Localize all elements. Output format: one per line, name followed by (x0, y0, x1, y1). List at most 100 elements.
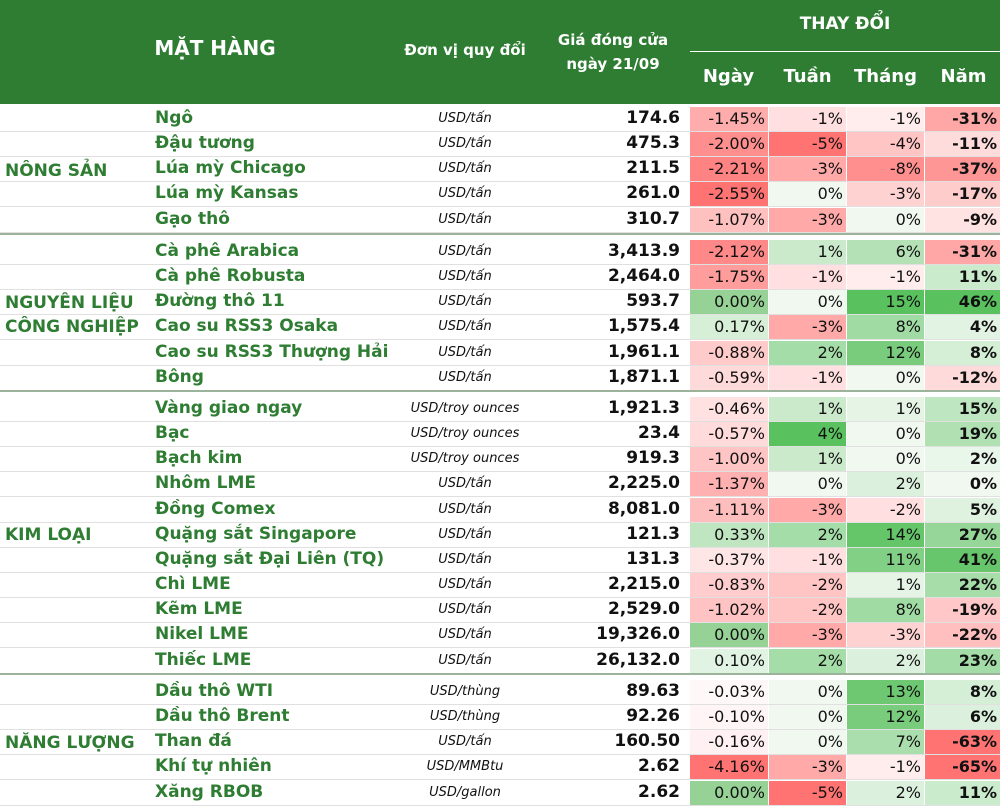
commodity-name: Bạc (155, 423, 190, 444)
table-row: Cà phê Robusta USD/tấn 2,464.0 -1.75% -1% -1%… (0, 265, 1000, 291)
price-cell: 174.6 (626, 108, 680, 128)
table-row: Kẽm LME USD/tấn 2,529.0 -1.02% -2% 8% -19% (0, 598, 1000, 624)
unit-cell: USD/tấn (438, 211, 492, 227)
table-row: Nikel LME USD/tấn 19,326.0 0.00% -3% -3% -22% (0, 623, 1000, 649)
unit-cell: USD/tấn (438, 186, 492, 202)
table-row: Quặng sắt Đại Liên (TQ) USD/tấn 131.3 -0.37… (0, 547, 1000, 573)
change-month-cell: 6% (847, 240, 924, 264)
unit-cell: USD/thùng (429, 709, 501, 725)
change-week-cell: 1% (769, 240, 846, 264)
commodity-name: Cao su RSS3 Thượng Hải (155, 341, 389, 362)
commodity-name: Vàng giao ngay (155, 398, 303, 418)
table-row: Chì LME USD/tấn 2,215.0 -0.83% -2% 1% 22% (0, 573, 1000, 599)
change-year-cell: 8% (925, 680, 1000, 704)
commodity-name: Cao su RSS3 Osaka (155, 316, 339, 337)
change-week-cell: -1% (769, 365, 846, 390)
table-row: Khí tự nhiên USD/MMBtu 2.62 -4.16% -3% -1% -65… (0, 755, 1000, 781)
price-cell: 2,464.0 (607, 266, 680, 287)
commodity-name: Đường thô 11 (155, 291, 285, 312)
change-week-cell: -1% (769, 265, 846, 290)
unit-cell: USD/tấn (438, 602, 492, 618)
change-year-cell: -11% (925, 132, 1000, 157)
change-month-cell: 8% (847, 598, 924, 623)
table-row: Đường thô 11 USD/tấn 593.7 0.00% 0% 15% 46% (0, 290, 1000, 316)
price-cell: 310.7 (626, 208, 680, 229)
change-day-cell: -4.16% (690, 755, 768, 780)
table-row: Dầu thô Brent USD/thùng 92.26 -0.10% 0% 12% 6% (0, 705, 1000, 731)
change-year-cell: 6% (925, 705, 1000, 730)
change-year-cell: -65% (925, 755, 1000, 780)
price-cell: 131.3 (626, 548, 680, 569)
commodity-name: Dầu thô Brent (155, 706, 290, 727)
commodity-name: Quặng sắt Singapore (155, 523, 357, 544)
change-week-cell: 0% (769, 705, 846, 730)
change-year-cell: 11% (925, 265, 1000, 290)
commodity-name: Cà phê Arabica (155, 241, 300, 261)
change-month-cell: 2% (847, 472, 924, 497)
commodity-name: Gạo thô (155, 208, 230, 229)
change-week-cell: 2% (769, 340, 846, 365)
commodity-name: Chì LME (155, 574, 231, 595)
unit-cell: USD/troy ounces (410, 451, 520, 467)
change-day-cell: 0.17% (690, 315, 768, 340)
change-year-cell: -19% (925, 598, 1000, 623)
change-week-cell: 1% (769, 397, 846, 421)
change-week-cell: -5% (769, 132, 846, 157)
change-year-cell: 27% (925, 522, 1000, 547)
table-row: Đậu tương USD/tấn 475.3 -2.00% -5% -4% -11% (0, 132, 1000, 158)
header-divider (690, 51, 1000, 52)
price-cell: 919.3 (626, 448, 680, 469)
change-week-cell: -3% (769, 497, 846, 522)
unit-cell: USD/tấn (438, 476, 492, 492)
header-gia-line2: ngày 21/09 (566, 55, 660, 73)
change-month-cell: -3% (847, 623, 924, 648)
change-week-cell: -3% (769, 755, 846, 780)
unit-cell: USD/tấn (438, 577, 492, 593)
change-year-cell: -12% (925, 365, 1000, 390)
change-year-cell: -17% (925, 182, 1000, 207)
price-cell: 26,132.0 (596, 649, 680, 670)
change-month-cell: 14% (847, 522, 924, 547)
change-day-cell: -2.21% (690, 157, 768, 182)
change-year-cell: -22% (925, 623, 1000, 648)
change-day-cell: 0.00% (690, 780, 768, 805)
unit-cell: USD/tấn (438, 161, 492, 177)
change-month-cell: -2% (847, 497, 924, 522)
change-month-cell: 1% (847, 573, 924, 598)
change-week-cell: 0% (769, 182, 846, 207)
commodity-name: Quặng sắt Đại Liên (TQ) (155, 548, 385, 569)
unit-cell: USD/tấn (438, 734, 492, 750)
unit-cell: USD/tấn (438, 551, 492, 567)
price-cell: 121.3 (626, 523, 680, 544)
commodity-name: Than đá (155, 731, 232, 752)
change-day-cell: -0.16% (690, 730, 768, 755)
unit-cell: USD/tấn (438, 269, 492, 285)
change-week-cell: 4% (769, 422, 846, 447)
change-year-cell: 23% (925, 648, 1000, 673)
change-year-cell: -37% (925, 157, 1000, 182)
change-month-cell: 11% (847, 547, 924, 572)
change-day-cell: -0.10% (690, 705, 768, 730)
price-cell: 211.5 (626, 158, 680, 179)
table-row: Bông USD/tấn 1,871.1 -0.59% -1% 0% -12% (0, 365, 1000, 391)
commodity-name: Nhôm LME (155, 473, 257, 494)
price-cell: 2.62 (638, 781, 680, 802)
table-row: Nhôm LME USD/tấn 2,225.0 -1.37% 0% 2% 0% (0, 472, 1000, 498)
commodity-name: Cà phê Robusta (155, 266, 306, 287)
change-week-cell: -5% (769, 780, 846, 805)
change-week-cell: -3% (769, 207, 846, 232)
commodity-name: Khí tự nhiên (155, 756, 272, 777)
change-week-cell: -3% (769, 315, 846, 340)
unit-cell: USD/MMBtu (426, 759, 504, 775)
change-month-cell: 2% (847, 780, 924, 805)
change-year-cell: 2% (925, 447, 1000, 472)
unit-cell: USD/gallon (429, 784, 501, 800)
table-header: MẶT HÀNG Đơn vị quy đổi Giá đóng cửa ngà… (0, 0, 1000, 104)
change-month-cell: -1% (847, 265, 924, 290)
unit-cell: USD/tấn (438, 244, 492, 259)
header-gia-line1: Giá đóng cửa (557, 31, 669, 49)
change-month-cell: 12% (847, 340, 924, 365)
price-cell: 1,575.4 (607, 316, 680, 337)
change-day-cell: -1.00% (690, 447, 768, 472)
